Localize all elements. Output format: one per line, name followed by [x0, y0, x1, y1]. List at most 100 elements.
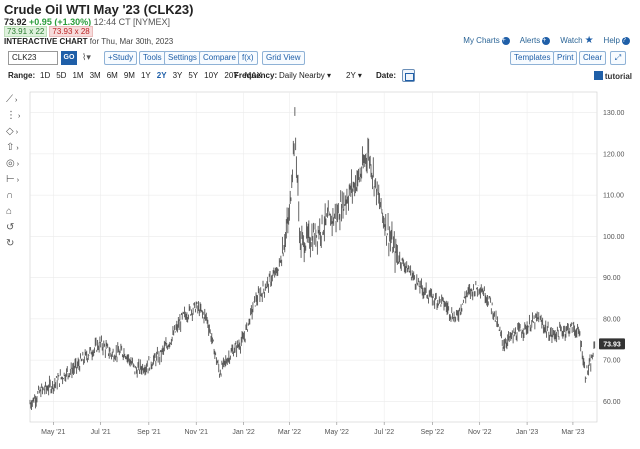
templates-button[interactable]: Templates	[510, 51, 555, 65]
my-charts-label: My Charts	[463, 36, 500, 45]
chevron-right-icon: ›	[16, 161, 20, 168]
x-tick-label: Nov '21	[184, 429, 208, 436]
y-tick-label: 90.00	[603, 275, 621, 282]
top-links: My Charts + Alerts + Watch ★ Help?	[463, 35, 630, 46]
period-max[interactable]: MAX	[244, 71, 262, 80]
chart-date: for Thu, Mar 30th, 2023	[89, 37, 174, 46]
alerts-label: Alerts	[519, 36, 541, 45]
lock-tool[interactable]: ⌂	[6, 206, 28, 220]
grid-view-button[interactable]: Grid View	[262, 51, 305, 65]
x-tick-label: Jul '21	[91, 429, 111, 436]
chevron-down-icon: ▾	[327, 71, 332, 80]
arrow-up-tool[interactable]: ⇧ ›	[6, 142, 28, 156]
x-tick-label: Mar '23	[561, 429, 584, 436]
chevron-right-icon: ›	[18, 113, 21, 120]
plus-circle-icon: +	[501, 36, 510, 45]
frequency-select[interactable]: Daily Nearby ▾	[279, 71, 331, 80]
ask-badge: 73.93 x 28	[49, 26, 93, 37]
range-label: Range:	[8, 71, 36, 80]
x-tick-label: May '21	[41, 429, 65, 436]
frequency-value: Daily Nearby	[279, 71, 325, 80]
lock-icon: ⌂	[6, 206, 13, 217]
alerts-link[interactable]: Alerts +	[519, 36, 551, 45]
period-list: 1D 5D 1M 3M 6M 9M 1Y 2Y 3Y 5Y 10Y 20Y MAX	[40, 71, 262, 80]
target-icon: ◎	[6, 158, 15, 169]
period-1y[interactable]: 1Y	[140, 71, 151, 80]
quote-time: 12:44 CT [NYMEX]	[93, 17, 170, 27]
period-5y[interactable]: 5Y	[188, 71, 199, 80]
help-icon: ?	[622, 36, 630, 45]
last-price-tag	[599, 338, 625, 350]
x-tick-label: Jan '22	[232, 429, 254, 436]
calendar-icon[interactable]	[402, 69, 415, 82]
watch-link[interactable]: Watch ★	[560, 35, 593, 46]
chart-type-icon[interactable]: ⌇▾	[82, 52, 91, 62]
help-link[interactable]: Help?	[604, 36, 630, 45]
y-tick-label: 130.00	[603, 110, 625, 117]
period-10y[interactable]: 10Y	[204, 71, 219, 80]
price-change: +0.95 (+1.30%)	[29, 17, 92, 27]
my-charts-link[interactable]: My Charts +	[463, 36, 510, 45]
bid-badge: 73.91 x 22	[4, 26, 48, 37]
chart-caption: INTERACTIVE CHART for Thu, Mar 30th, 202…	[4, 37, 173, 46]
plus-circle-icon: +	[542, 36, 551, 45]
redo-tool[interactable]: ↻	[6, 238, 28, 252]
fib-icon: ⋮	[6, 110, 16, 121]
shape-tool[interactable]: ◇ ›	[6, 126, 28, 140]
y-tick-label: 110.00	[603, 193, 624, 200]
chevron-right-icon: ›	[15, 129, 19, 136]
period-6m[interactable]: 6M	[106, 71, 118, 80]
x-tick-label: Nov '22	[468, 429, 492, 436]
period-3m[interactable]: 3M	[89, 71, 101, 80]
x-tick-label: Jul '22	[374, 429, 394, 436]
study-button[interactable]: +Study	[104, 51, 138, 65]
go-button[interactable]: GO	[61, 51, 77, 65]
y-tick-label: 120.00	[603, 151, 625, 158]
period-3y[interactable]: 3Y	[172, 71, 183, 80]
target-tool[interactable]: ◎ ›	[6, 158, 28, 172]
date-label: Date:	[376, 71, 397, 80]
period-1m[interactable]: 1M	[72, 71, 84, 80]
fib-tool[interactable]: ⋮ ›	[6, 110, 28, 124]
period-1d[interactable]: 1D	[40, 71, 51, 80]
line-draw-tool[interactable]: ⟋ ›	[6, 94, 28, 108]
chevron-right-icon: ›	[16, 177, 20, 184]
last-price: 73.92	[4, 17, 27, 27]
help-label: Help	[603, 36, 620, 45]
x-tick-label: Sep '21	[137, 429, 161, 436]
chevron-down-icon: ▾	[357, 71, 362, 80]
line-draw-icon: ⟋	[6, 94, 13, 105]
frequency-label: Frequency:	[234, 71, 278, 80]
clear-button[interactable]: Clear	[579, 51, 607, 65]
x-tick-label: May '22	[325, 429, 349, 436]
zoom-value: 2Y	[346, 71, 356, 80]
tutorial-link[interactable]: tutorial	[593, 71, 632, 81]
undo-tool[interactable]: ↺	[6, 222, 28, 236]
y-tick-label: 80.00	[603, 316, 621, 323]
symbol-input[interactable]: CLK23	[8, 51, 58, 65]
zoom-select[interactable]: 2Y ▾	[346, 71, 362, 80]
range-bar: Range: 1D 5D 1M 3M 6M 9M 1Y 2Y 3Y 5Y 10Y 20Y MAX Fre…	[4, 69, 636, 83]
period-2y[interactable]: 2Y	[156, 71, 167, 80]
fx-button[interactable]: f(x)	[238, 51, 258, 65]
period-20y[interactable]: 20Y	[224, 71, 239, 80]
chevron-right-icon: ›	[16, 145, 19, 152]
measure-tool[interactable]: ⊢ ›	[6, 174, 28, 188]
plot-frame	[29, 91, 598, 423]
period-5d[interactable]: 5D	[56, 71, 67, 80]
star-icon: ★	[584, 35, 594, 46]
watch-label: Watch	[560, 36, 583, 45]
print-button[interactable]: Print	[553, 51, 578, 65]
expand-icon[interactable]: ⤢	[610, 51, 626, 65]
undo-icon: ↺	[6, 222, 15, 233]
magnet-icon: ∩	[6, 190, 14, 201]
y-tick-label: 100.00	[603, 234, 625, 241]
tutorial-icon	[593, 71, 603, 80]
x-tick-label: Mar '22	[278, 429, 301, 436]
magnet-tool[interactable]: ∩	[6, 190, 28, 204]
period-9m[interactable]: 9M	[123, 71, 135, 80]
x-tick-label: Jan '23	[516, 429, 538, 436]
chevron-right-icon: ›	[15, 97, 18, 104]
